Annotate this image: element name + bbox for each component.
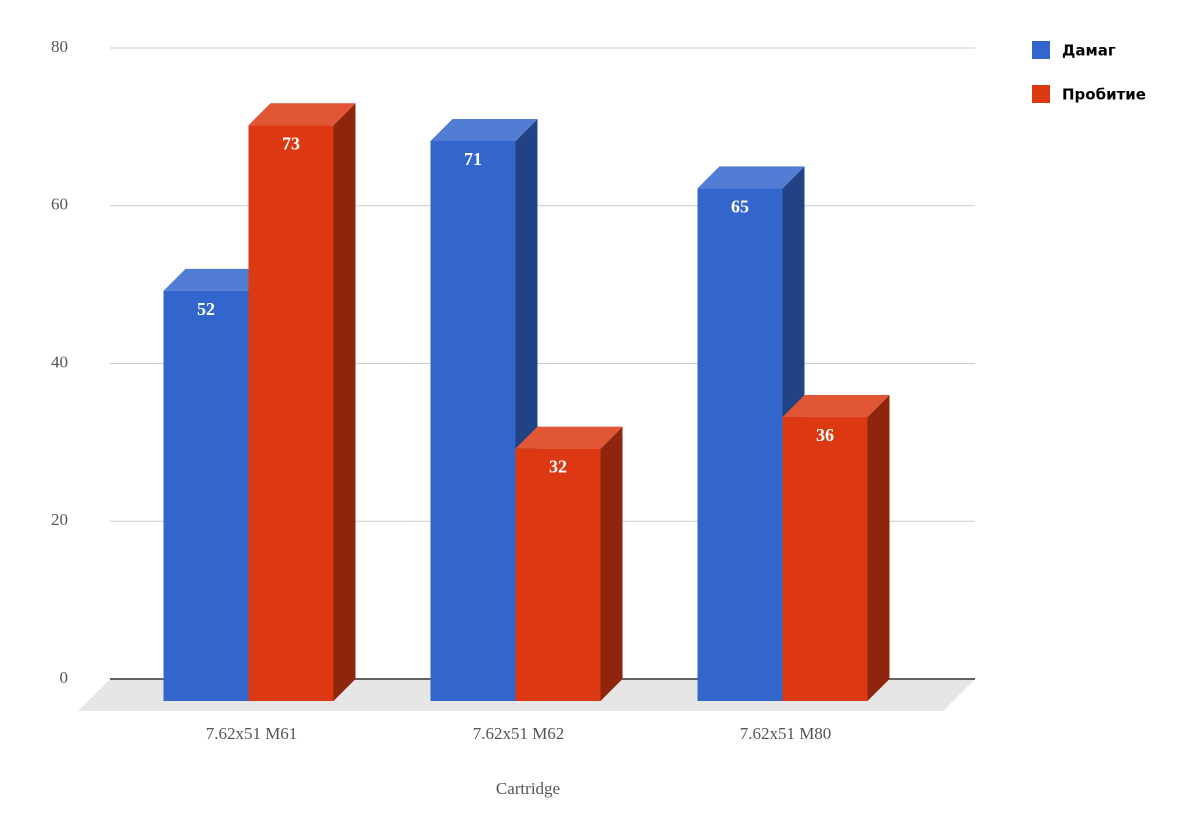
legend-swatch [1032,41,1050,59]
bar-top [515,426,623,449]
legend-label: Пробитие [1062,86,1146,104]
bar-top [782,395,890,418]
legend-swatch [1032,85,1050,103]
data-label: 65 [731,196,749,216]
bar-top [163,268,271,291]
bar [782,417,868,701]
data-label: 52 [197,299,215,319]
y-tick-label: 80 [51,37,68,56]
bar [697,188,783,701]
x-tick-label: 7.62x51 M62 [473,724,565,743]
bar [515,448,601,701]
y-tick-label: 40 [51,352,68,371]
bar [163,290,249,701]
bar [248,125,334,701]
legend-label: Дамаг [1062,42,1116,60]
bar-top [248,103,356,126]
data-label: 73 [282,133,300,153]
bar-side [600,426,623,701]
bar [430,140,516,702]
x-tick-label: 7.62x51 M80 [740,724,832,743]
bar-side [867,395,890,701]
bar-top [430,118,538,141]
data-label: 36 [816,425,834,445]
y-tick-label: 20 [51,510,68,529]
bar-side [333,103,356,701]
data-label: 32 [549,457,567,477]
x-tick-label: 7.62x51 M61 [206,724,298,743]
bar-top [697,166,805,189]
y-tick-label: 60 [51,195,68,214]
data-label: 71 [464,149,482,169]
y-tick-label: 0 [60,668,69,687]
x-axis-title: Cartridge [496,779,560,798]
